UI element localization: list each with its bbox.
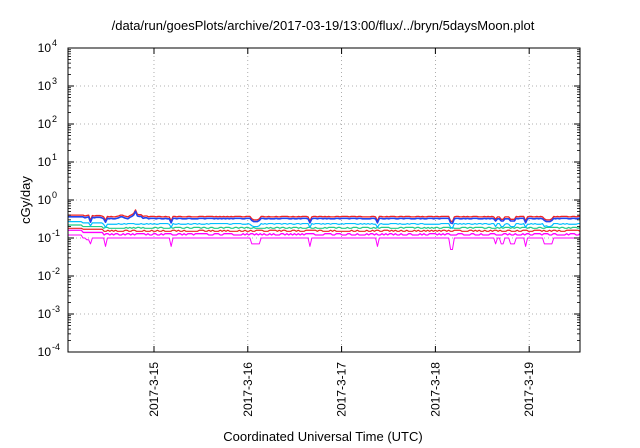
- y-tick-base: 10: [38, 269, 52, 283]
- y-tick-exponent: -4: [52, 342, 60, 352]
- y-tick-exponent: -2: [52, 266, 60, 276]
- series-line-7: [68, 210, 580, 225]
- y-tick-base: 10: [38, 307, 52, 321]
- y-tick-exponent: 1: [52, 152, 57, 162]
- series-line-4: [68, 224, 581, 229]
- x-tick-label: 2017-3-19: [522, 362, 536, 417]
- y-tick-base: 10: [38, 117, 52, 131]
- x-axis-label: Coordinated Universal Time (UTC): [223, 429, 422, 444]
- y-tick-label: 10: [38, 117, 52, 131]
- x-axis: 2017-3-15 2017-3-16 2017-3-17 2017-3-18 2017…: [147, 48, 536, 417]
- y-tick-exponent: 2: [52, 114, 57, 124]
- series-line-6: [68, 209, 580, 223]
- y-tick-exponent: 3: [52, 76, 57, 86]
- grid-lines: [68, 48, 580, 352]
- y-tick-label: 10: [38, 155, 52, 169]
- x-tick-label: 2017-3-17: [335, 362, 349, 417]
- x-tick-label: 2017-3-16: [241, 362, 255, 417]
- y-tick-exponent: -3: [52, 304, 60, 314]
- y-tick-exponent: -1: [52, 228, 60, 238]
- y-tick-label: 10: [38, 79, 52, 93]
- series-line-1: [68, 229, 581, 236]
- y-tick-exponent: 4: [52, 38, 57, 48]
- y-tick-base: 10: [38, 231, 52, 245]
- series-line-2: [68, 234, 580, 250]
- y-tick-base: 10: [38, 193, 52, 207]
- y-tick-label: 10: [38, 269, 52, 283]
- y-tick-base: 10: [38, 79, 52, 93]
- series-line-5: [68, 221, 580, 229]
- y-axis-label: cGy/day: [18, 176, 33, 224]
- chart-title: /data/run/goesPlots/archive/2017-03-19/1…: [112, 18, 535, 33]
- y-tick-base: 10: [38, 155, 52, 169]
- y-tick-label: 10: [38, 41, 52, 55]
- y-tick-label: 10: [38, 307, 52, 321]
- y-tick-base: 10: [38, 41, 52, 55]
- y-tick-exponent: 0: [52, 190, 57, 200]
- y-tick-label: 10: [38, 345, 52, 359]
- series-layer: [68, 209, 581, 250]
- x-tick-label: 2017-3-18: [428, 362, 442, 417]
- y-tick-label: 10: [38, 193, 52, 207]
- y-tick-label: 10: [38, 231, 52, 245]
- y-tick-base: 10: [38, 345, 52, 359]
- x-tick-label: 2017-3-15: [147, 362, 161, 417]
- series-line-3: [68, 227, 581, 232]
